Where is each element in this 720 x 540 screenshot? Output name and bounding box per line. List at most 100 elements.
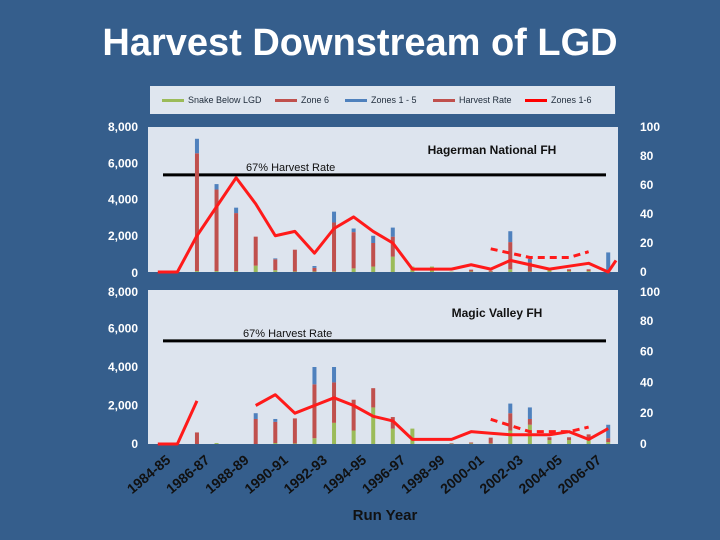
x-tick-label: 1998-99 bbox=[398, 451, 448, 496]
chart1-bar-snake bbox=[312, 271, 317, 272]
chart2-bar-snake bbox=[547, 440, 552, 444]
chart1-bar-zone6 bbox=[194, 153, 199, 272]
chart1-bar-snake bbox=[234, 271, 239, 272]
chart-legend: Snake Below LGD Zone 6 Zones 1 - 5 Harve… bbox=[150, 86, 615, 114]
chart2-right-tick-label: 60 bbox=[640, 345, 654, 359]
chart2-bar-zones15 bbox=[508, 403, 513, 414]
chart2-bar-zones15 bbox=[312, 367, 317, 385]
chart2-bar-snake bbox=[449, 443, 454, 445]
chart2-bar-zone6 bbox=[547, 437, 552, 441]
legend-label-zones15: Zones 1 - 5 bbox=[371, 95, 417, 105]
chart2-left-tick-label: 6,000 bbox=[108, 322, 138, 336]
chart1-bar-snake bbox=[371, 266, 376, 272]
chart2-bar-zone6 bbox=[371, 388, 376, 408]
legend-swatch-zones15 bbox=[345, 99, 367, 103]
chart1-bar-snake bbox=[527, 271, 532, 272]
legend-swatch-harvest-rate bbox=[433, 99, 455, 103]
legend-swatch-snake bbox=[162, 99, 184, 103]
chart2-bar-zone6 bbox=[292, 418, 297, 444]
chart1-right-tick-label: 100 bbox=[640, 120, 660, 134]
chart2-bar-zone6 bbox=[351, 399, 356, 431]
chart1-bar-snake bbox=[547, 269, 552, 272]
chart1-bar-snake bbox=[469, 271, 474, 272]
slide-title: Harvest Downstream of LGD bbox=[102, 22, 618, 64]
chart2-bar-zone6 bbox=[312, 384, 317, 439]
legend-item-zone6: Zone 6 bbox=[275, 95, 329, 105]
x-tick-label: 2002-03 bbox=[476, 451, 526, 496]
chart2-bar-zones15 bbox=[253, 413, 258, 419]
chart2-bar-snake bbox=[508, 430, 513, 444]
chart1-bar-zone6 bbox=[390, 236, 395, 257]
chart1-bar-zones15 bbox=[508, 231, 513, 243]
chart2-bar-zone6 bbox=[253, 418, 258, 444]
chart1-bar-zone6 bbox=[214, 189, 219, 272]
x-tick-label: 1986-87 bbox=[163, 451, 213, 496]
legend-label-zones16: Zones 1-6 bbox=[551, 95, 592, 105]
x-tick-label: 1994-95 bbox=[320, 451, 370, 496]
chart1-bar-zone6 bbox=[586, 269, 591, 272]
chart1-bar-snake bbox=[488, 271, 493, 273]
chart2-bar-snake bbox=[410, 428, 415, 444]
chart2-left-tick-label: 8,000 bbox=[108, 285, 138, 299]
chart1-bar-zones15 bbox=[234, 207, 239, 214]
chart2-right-tick-label: 40 bbox=[640, 375, 654, 389]
chart1-bar-zones15 bbox=[194, 138, 199, 154]
chart2-right-tick-label: 80 bbox=[640, 314, 654, 328]
chart1-bar-zone6 bbox=[273, 259, 278, 271]
chart1-bar-zone6 bbox=[469, 269, 474, 272]
chart1-bar-zone6 bbox=[312, 267, 317, 272]
chart1-bar-zone6 bbox=[234, 213, 239, 272]
chart1-bar-zone6 bbox=[567, 269, 572, 272]
chart1-title: Hagerman National FH bbox=[428, 143, 557, 157]
x-tick-label: 1988-89 bbox=[202, 451, 252, 496]
chart1-bar-zone6 bbox=[253, 236, 258, 266]
chart1-left-tick-label: 6,000 bbox=[108, 156, 138, 170]
chart1-bar-zones15 bbox=[351, 228, 356, 233]
chart2-bar-snake bbox=[214, 443, 219, 444]
chart1-right-tick-label: 40 bbox=[640, 207, 654, 221]
chart1-left-tick-label: 4,000 bbox=[108, 193, 138, 207]
chart2-bar-snake bbox=[469, 443, 474, 444]
chart2-bar-zones15 bbox=[527, 407, 532, 419]
chart1-right-tick-label: 80 bbox=[640, 149, 654, 163]
chart2-bar-zone6 bbox=[527, 418, 532, 425]
chart2-bar-snake bbox=[567, 440, 572, 444]
chart1-bar-zone6 bbox=[292, 249, 297, 272]
chart2-title: Magic Valley FH bbox=[452, 306, 543, 320]
chart2-right-tick-label: 100 bbox=[640, 285, 660, 299]
chart2-bar-snake bbox=[273, 443, 278, 444]
chart2-bar-snake bbox=[488, 443, 493, 444]
chart1-left-tick-label: 2,000 bbox=[108, 229, 138, 243]
x-tick-label: 1992-93 bbox=[280, 451, 330, 496]
chart1-bar-snake bbox=[586, 271, 591, 272]
legend-label-zone6: Zone 6 bbox=[301, 95, 330, 105]
chart1-bar-zones15 bbox=[390, 227, 395, 237]
chart1-harvest-rate-line bbox=[490, 247, 590, 259]
chart1-bar-snake bbox=[508, 269, 513, 272]
chart2-plot-area bbox=[148, 290, 618, 444]
x-tick-label: 1984-85 bbox=[124, 451, 174, 496]
chart1-bar-zone6 bbox=[527, 262, 532, 272]
x-tick-label: 2006-07 bbox=[555, 451, 605, 496]
legend-item-harvest-rate: Harvest Rate bbox=[433, 95, 512, 105]
chart1-left-tick-label: 8,000 bbox=[108, 120, 138, 134]
chart2-bar-zone6 bbox=[606, 438, 611, 443]
chart1-right-tick-label: 20 bbox=[640, 236, 654, 250]
chart2-harvest-rate-line bbox=[490, 417, 589, 434]
chart1-right-tick-label: 60 bbox=[640, 178, 654, 192]
chart1-bar-zones15 bbox=[527, 258, 532, 263]
chart1-bar-zone6 bbox=[332, 222, 337, 272]
chart2-rate-line-zones16 bbox=[157, 400, 199, 446]
chart1-bar-zone6 bbox=[508, 242, 513, 270]
chart1-right-tick-label: 0 bbox=[640, 265, 647, 279]
chart1-bar-snake bbox=[390, 256, 395, 272]
chart2-bar-snake bbox=[292, 443, 297, 444]
chart2-bar-zone6 bbox=[508, 413, 513, 431]
chart2-left-tick-label: 4,000 bbox=[108, 360, 138, 374]
x-tick-label: 1990-91 bbox=[241, 451, 291, 496]
chart2-bar-zones15 bbox=[606, 424, 611, 439]
chart1-bar-snake bbox=[194, 271, 199, 272]
chart1-bar-zones15 bbox=[371, 235, 376, 243]
chart1-bar-zones15 bbox=[606, 252, 611, 271]
